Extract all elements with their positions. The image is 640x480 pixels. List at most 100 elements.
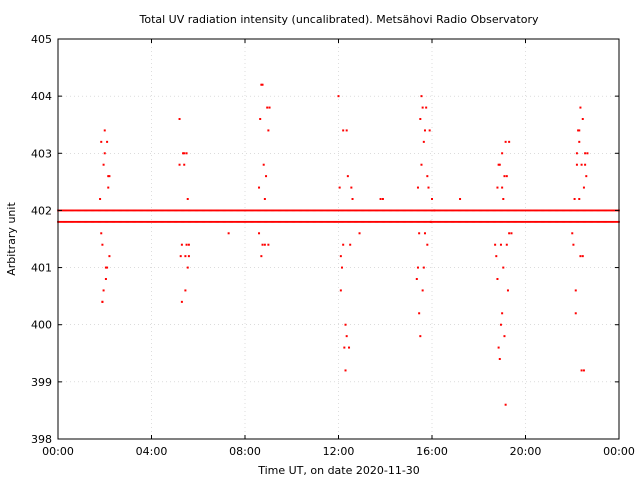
data-point xyxy=(514,209,516,212)
data-point xyxy=(105,220,107,223)
data-point xyxy=(584,209,587,212)
data-point xyxy=(179,255,182,258)
data-point xyxy=(554,220,557,223)
data-point xyxy=(353,220,356,223)
data-point xyxy=(466,220,468,223)
data-point xyxy=(89,220,92,223)
data-point xyxy=(469,220,472,223)
data-point xyxy=(232,220,235,223)
data-point xyxy=(443,209,446,212)
data-point xyxy=(383,220,385,223)
data-point xyxy=(428,129,431,132)
data-point xyxy=(267,243,270,246)
data-point xyxy=(502,209,505,212)
data-point xyxy=(261,243,264,246)
data-point xyxy=(358,220,361,223)
data-point xyxy=(62,220,65,223)
data-point xyxy=(166,209,169,212)
data-point xyxy=(241,220,244,223)
data-point xyxy=(173,209,176,212)
data-point xyxy=(289,209,292,212)
data-point xyxy=(199,220,202,223)
data-point xyxy=(423,232,426,235)
data-point xyxy=(479,220,481,223)
data-point xyxy=(523,220,526,223)
data-point xyxy=(601,220,604,223)
data-point xyxy=(252,220,255,223)
data-point xyxy=(517,220,520,223)
data-point xyxy=(371,209,374,212)
data-point xyxy=(306,209,308,212)
data-point xyxy=(362,220,364,223)
data-point xyxy=(469,209,472,212)
data-point xyxy=(447,220,450,223)
data-point xyxy=(389,209,391,212)
data-point xyxy=(407,220,410,223)
data-point xyxy=(416,266,419,269)
data-point xyxy=(360,220,363,223)
data-point xyxy=(380,220,383,223)
data-point xyxy=(407,209,410,212)
data-point xyxy=(87,220,90,223)
data-point xyxy=(429,220,432,223)
data-point xyxy=(285,220,287,223)
data-point xyxy=(387,209,390,212)
data-point xyxy=(376,220,378,223)
data-point xyxy=(140,220,142,223)
data-point xyxy=(295,220,298,223)
data-point xyxy=(521,220,523,223)
data-point xyxy=(550,209,553,212)
data-point xyxy=(472,220,474,223)
data-point xyxy=(292,220,294,223)
data-point xyxy=(100,209,103,212)
data-point xyxy=(256,209,259,212)
data-point xyxy=(499,243,502,246)
data-point xyxy=(314,209,317,212)
data-point xyxy=(266,106,269,109)
data-point xyxy=(60,220,63,223)
data-point xyxy=(123,209,126,212)
x-tick-label: 12:00 xyxy=(323,445,355,458)
data-point xyxy=(615,220,618,223)
data-point xyxy=(459,198,462,200)
data-point xyxy=(71,209,73,212)
data-point xyxy=(274,220,277,223)
data-point xyxy=(341,220,343,223)
data-point xyxy=(370,209,373,212)
data-point xyxy=(263,209,266,212)
data-point xyxy=(455,209,458,212)
data-point xyxy=(294,220,297,223)
data-point xyxy=(179,220,182,223)
data-point xyxy=(606,220,609,223)
data-point xyxy=(482,209,485,212)
data-point xyxy=(422,209,425,212)
data-point xyxy=(235,220,238,223)
data-point xyxy=(503,209,506,212)
data-point xyxy=(61,220,64,223)
data-point xyxy=(594,209,597,212)
data-point xyxy=(586,209,589,212)
data-point xyxy=(103,220,106,223)
data-point xyxy=(414,209,417,212)
data-point xyxy=(349,209,352,212)
data-point xyxy=(315,220,318,223)
data-point xyxy=(98,209,100,212)
data-point xyxy=(497,163,500,166)
data-point xyxy=(584,220,587,223)
data-point xyxy=(245,209,248,212)
data-point xyxy=(169,220,172,223)
data-point xyxy=(172,209,175,212)
data-point xyxy=(351,198,354,200)
data-point xyxy=(235,209,238,212)
data-point xyxy=(500,220,502,223)
data-point xyxy=(186,266,189,269)
data-point xyxy=(591,220,594,223)
data-point xyxy=(86,209,89,212)
data-point xyxy=(186,198,189,200)
data-point xyxy=(396,209,398,212)
grid xyxy=(58,39,619,439)
data-point xyxy=(166,220,169,223)
data-point xyxy=(480,209,482,212)
data-point xyxy=(262,220,265,223)
data-point xyxy=(242,209,245,212)
